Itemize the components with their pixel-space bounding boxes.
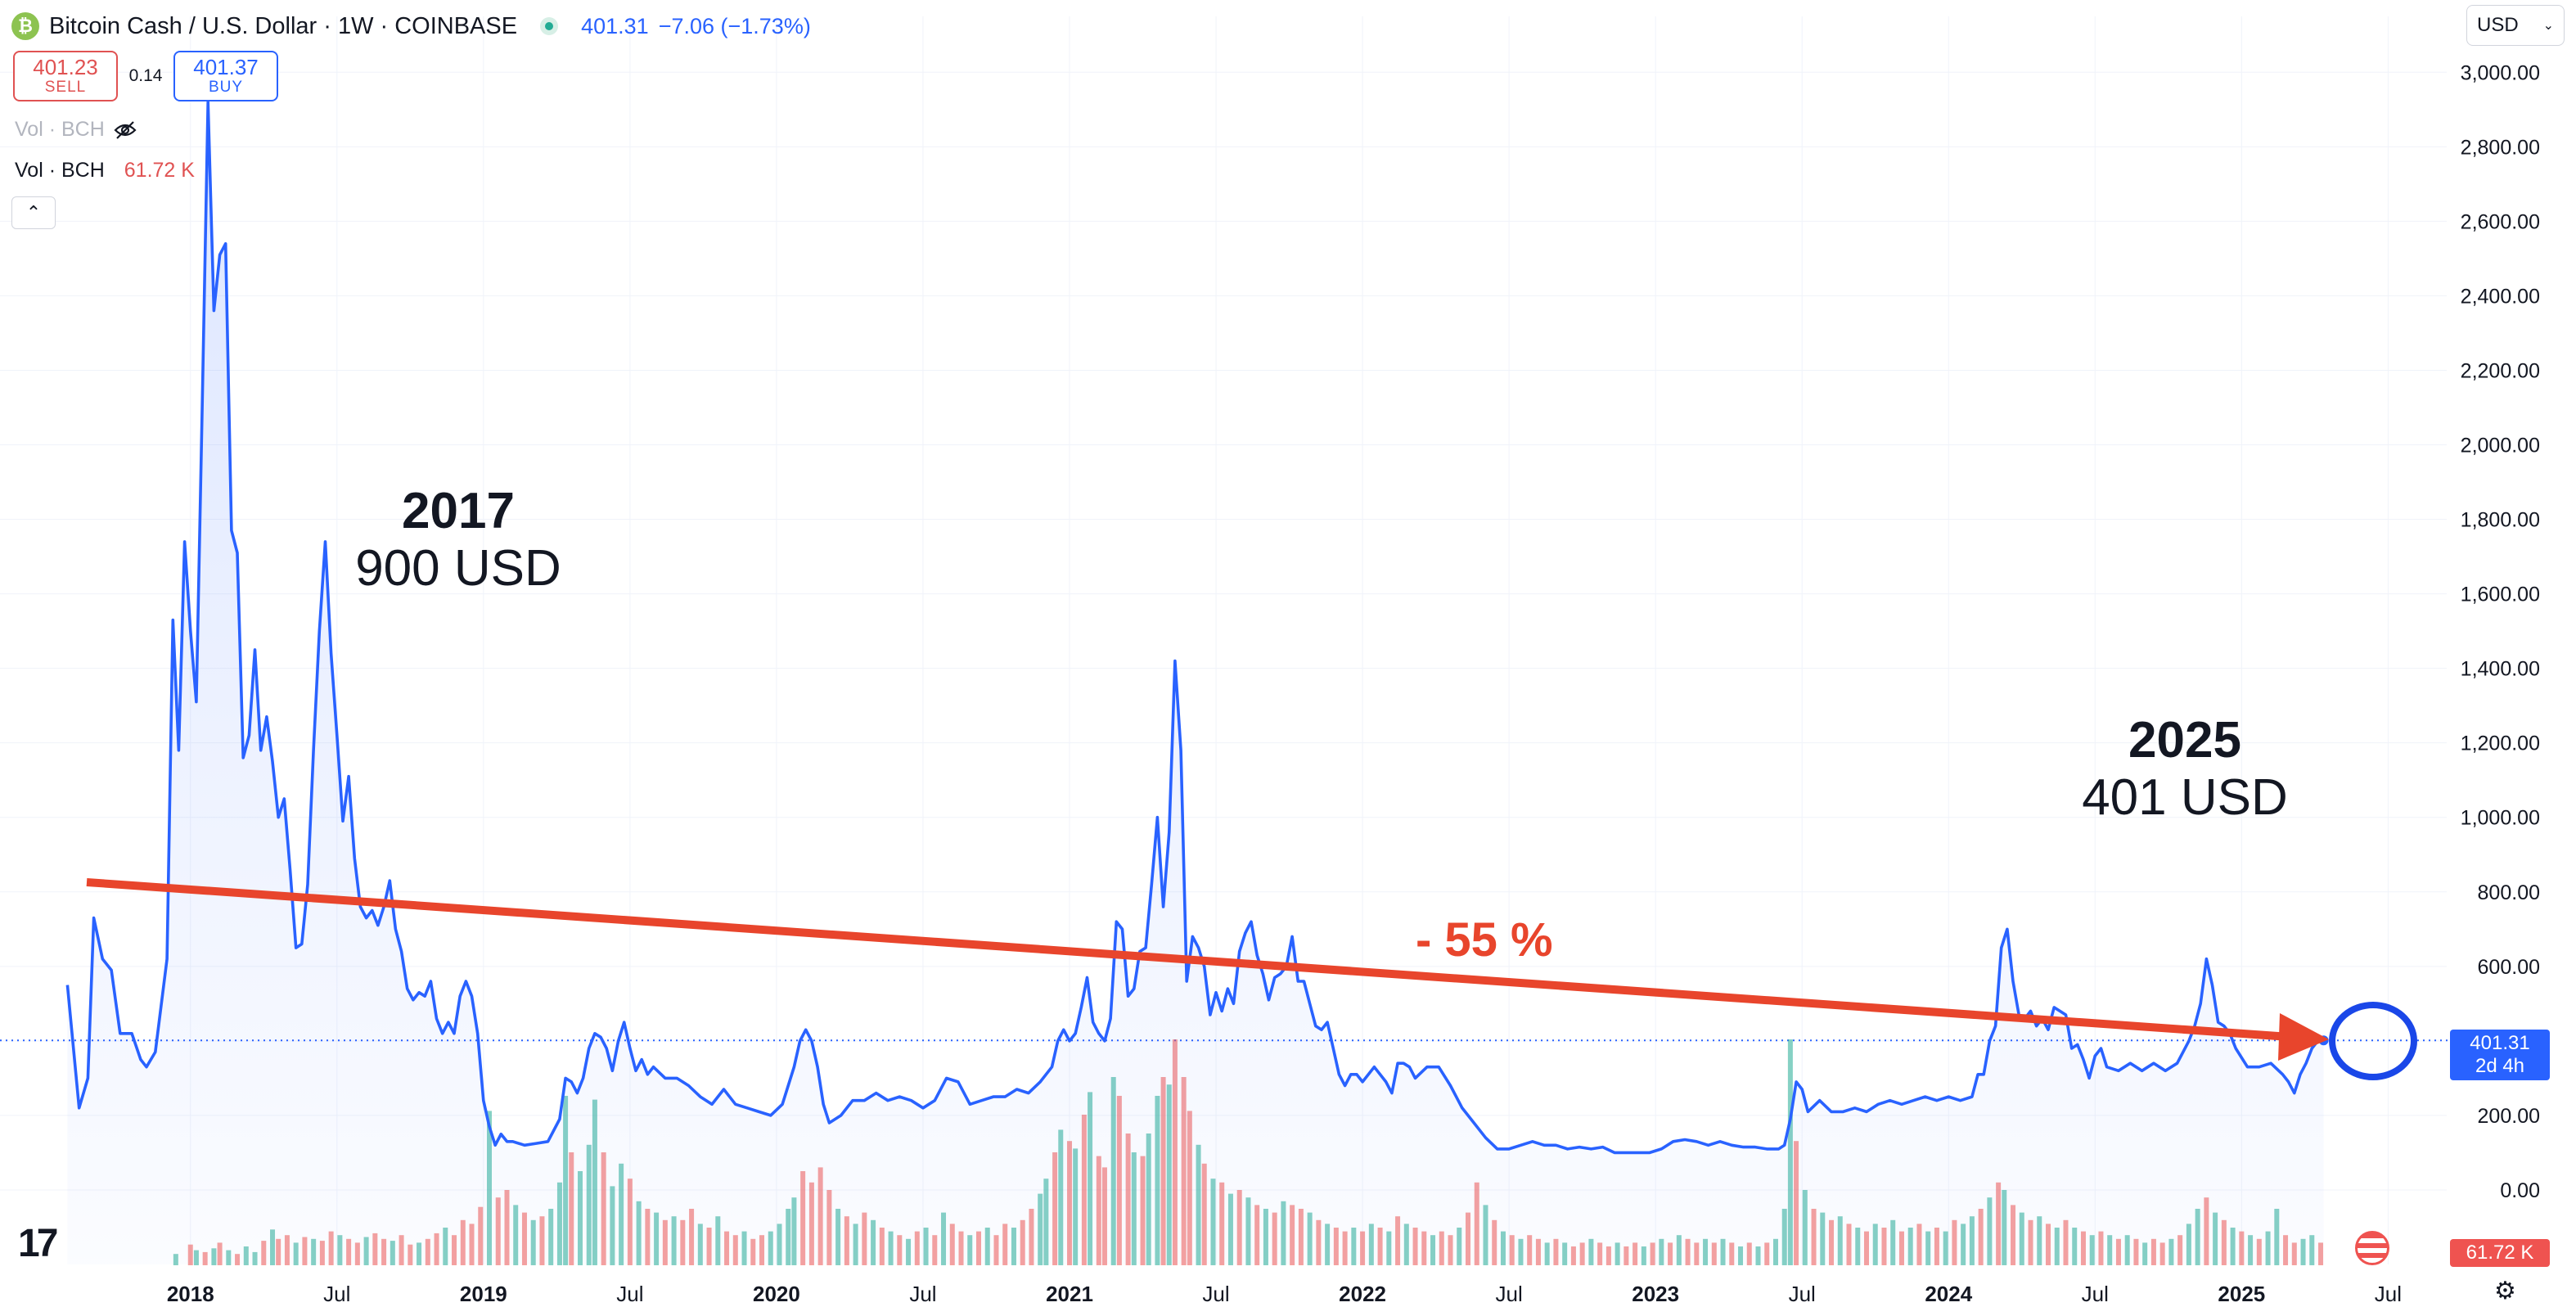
sell-button[interactable]: 401.23 SELL (13, 51, 118, 101)
x-tick-label: 2025 (2218, 1282, 2265, 1306)
y-tick-label: 1,600.00 (2461, 584, 2540, 606)
y-tick-label: 1,400.00 (2461, 658, 2540, 681)
buy-label: BUY (208, 79, 244, 96)
volume-indicator[interactable]: Vol · BCH 61.72 K (15, 159, 195, 183)
y-tick-label: 0.00 (2500, 1179, 2540, 1202)
last-price: 401.31 (581, 13, 649, 38)
time-axis[interactable]: 2018 Jul 2019 Jul 2020 Jul 2021 Jul 2022 Jul 2023 J… (167, 1282, 2402, 1306)
currency-value: USD (2477, 14, 2519, 36)
price-area (65, 100, 2329, 1265)
buy-button[interactable]: 401.37 BUY (173, 51, 278, 101)
us-flag-icon[interactable] (2355, 1231, 2389, 1265)
last-price-tag-value: 401.31 (2470, 1032, 2530, 1054)
x-tick-label: Jul (909, 1282, 936, 1306)
volume-value: 61.72 K (124, 159, 195, 182)
trend-arrowhead (2278, 1013, 2329, 1061)
x-tick-label: 2020 (753, 1282, 800, 1306)
y-tick-label: 800.00 (2478, 881, 2540, 904)
x-tick-label: Jul (323, 1282, 350, 1306)
x-tick-label: 2022 (1339, 1282, 1386, 1306)
y-tick-label: 2,800.00 (2461, 136, 2540, 159)
sell-price: 401.23 (33, 55, 98, 79)
hidden-volume-label: Vol · BCH (15, 118, 105, 141)
y-tick-label: 1,000.00 (2461, 807, 2540, 830)
x-tick-label: Jul (1202, 1282, 1229, 1306)
chart-header: ₿ Bitcoin Cash / U.S. Dollar · 1W · COIN… (11, 8, 811, 44)
volume-tag: 61.72 K (2450, 1239, 2550, 1267)
buy-price: 401.37 (193, 55, 259, 79)
sell-label: SELL (44, 79, 87, 96)
y-tick-label: 2,000.00 (2461, 435, 2540, 457)
trend-arrow (86, 878, 2329, 1061)
annotation-2025-year: 2025 (2128, 712, 2241, 768)
tradingview-logo-icon[interactable]: 17 (18, 1222, 58, 1265)
x-tick-label: 2024 (1925, 1282, 1972, 1306)
y-tick-label: 2,600.00 (2461, 210, 2540, 233)
x-tick-label: Jul (1789, 1282, 1816, 1306)
x-tick-label: Jul (2375, 1282, 2402, 1306)
y-tick-label: 2,400.00 (2461, 285, 2540, 308)
price-line (65, 100, 2324, 1155)
price-change: −7.06 (−1.73%) (658, 13, 811, 38)
eye-off-icon[interactable] (113, 120, 137, 140)
symbol-title[interactable]: Bitcoin Cash / U.S. Dollar · 1W · COINBA… (49, 12, 518, 39)
annotation-2017: 2017 900 USD (344, 483, 573, 597)
status-dot-icon (540, 17, 559, 35)
volume-label: Vol · BCH (15, 159, 105, 182)
bitcoin-cash-icon: ₿ (11, 12, 39, 40)
gear-icon[interactable]: ⚙ (2494, 1278, 2516, 1305)
trade-panel: 401.23 SELL 0.14 401.37 BUY (13, 51, 278, 101)
price-area-fill (67, 101, 2324, 1265)
x-tick-label: Jul (2082, 1282, 2109, 1306)
x-tick-label: 2023 (1632, 1282, 1679, 1306)
hidden-volume-indicator[interactable]: Vol · BCH (15, 118, 137, 142)
trend-line (86, 878, 2302, 1042)
x-tick-label: 2018 (167, 1282, 214, 1306)
x-tick-label: Jul (1496, 1282, 1523, 1306)
chevron-up-icon: ⌃ (25, 202, 42, 223)
collapse-legend-button[interactable]: ⌃ (11, 196, 56, 229)
x-tick-label: Jul (616, 1282, 643, 1306)
current-price-marker (2329, 1002, 2417, 1080)
y-tick-label: 3,000.00 (2461, 61, 2540, 84)
bar-countdown: 2d 4h (2475, 1055, 2525, 1077)
annotation-2017-year: 2017 (402, 483, 515, 539)
highlight-circle (2329, 1002, 2417, 1080)
y-tick-label: 200.00 (2478, 1105, 2540, 1128)
y-tick-label: 600.00 (2478, 956, 2540, 979)
decline-label: - 55 % (1416, 913, 1553, 967)
annotation-2017-value: 900 USD (355, 540, 561, 597)
y-tick-label: 1,200.00 (2461, 732, 2540, 755)
spread-value: 0.14 (128, 66, 163, 85)
y-tick-label: 2,200.00 (2461, 359, 2540, 382)
chevron-down-icon: ⌄ (2542, 19, 2554, 33)
currency-select[interactable]: USD ⌄ (2466, 5, 2565, 46)
last-price-tag: 401.31 2d 4h (2450, 1030, 2550, 1080)
annotation-2025: 2025 401 USD (2062, 712, 2308, 827)
y-tick-label: 1,800.00 (2461, 509, 2540, 532)
annotation-2025-value: 401 USD (2082, 769, 2288, 826)
x-tick-label: 2019 (460, 1282, 507, 1306)
x-tick-label: 2021 (1046, 1282, 1093, 1306)
